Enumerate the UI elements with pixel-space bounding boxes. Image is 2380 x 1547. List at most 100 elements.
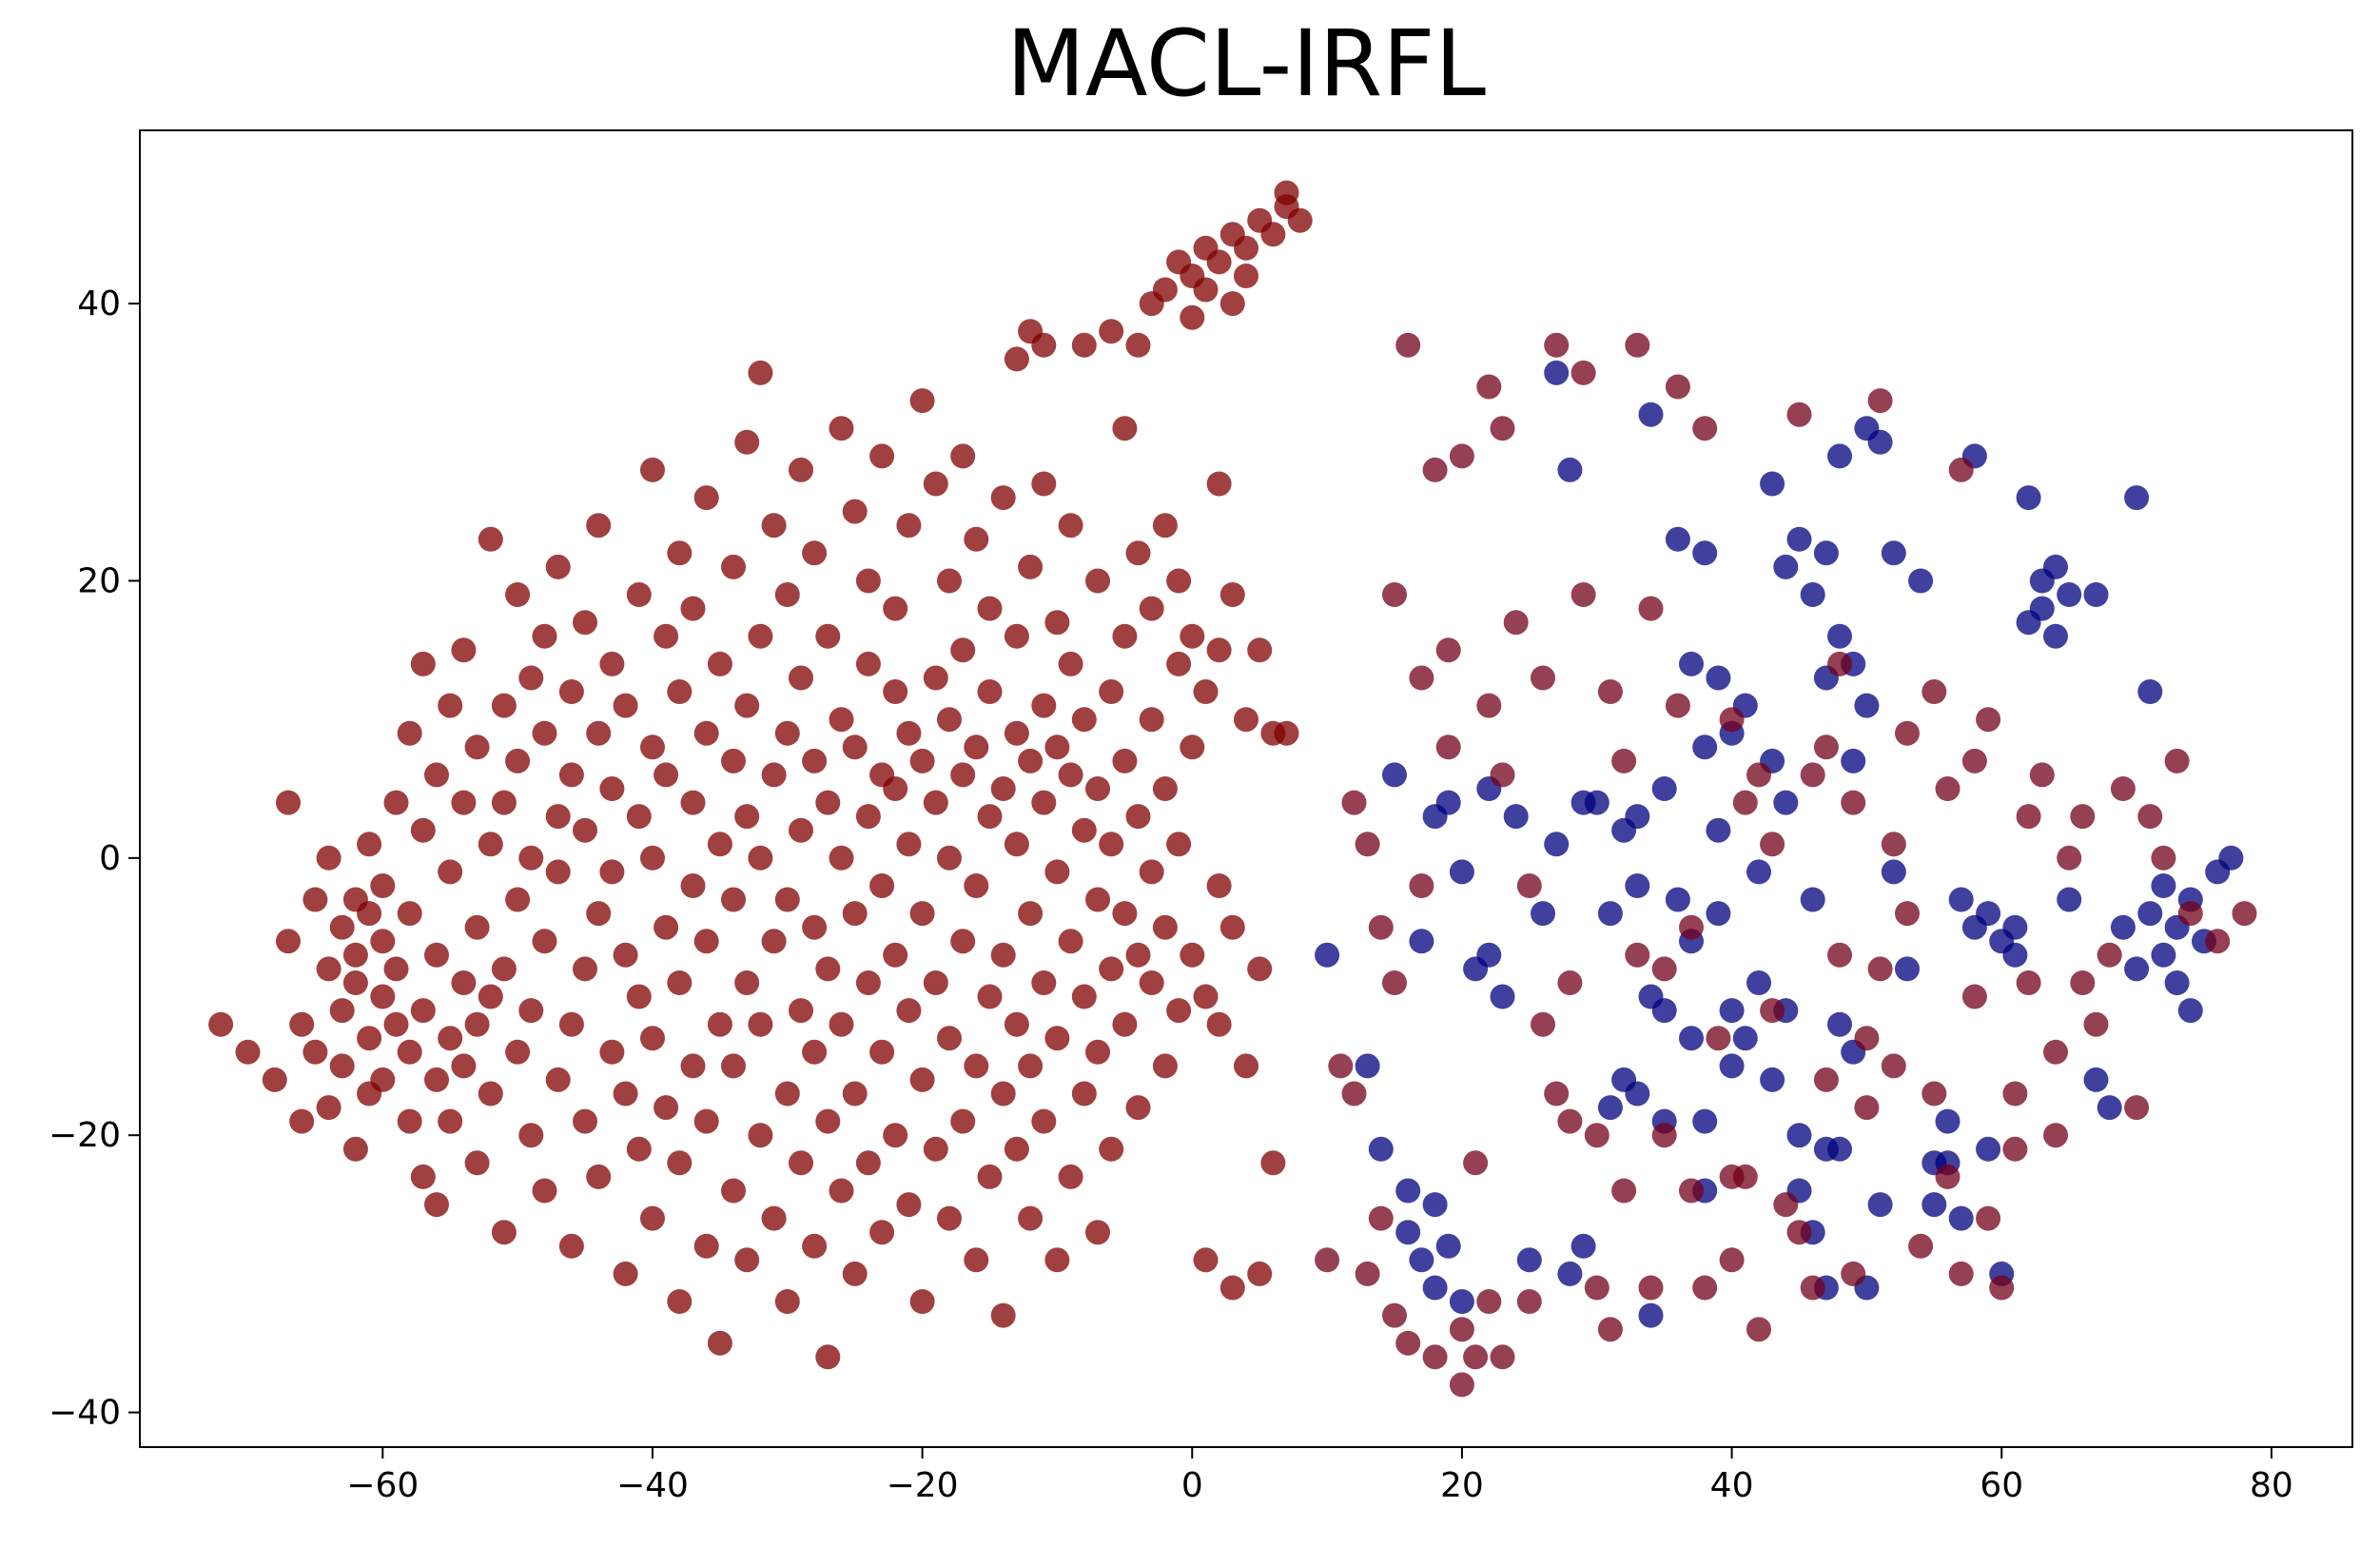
scatter-point: [1746, 859, 1771, 885]
scatter-point: [1112, 623, 1138, 649]
scatter-point: [1760, 832, 1785, 857]
scatter-point: [1841, 790, 1866, 815]
scatter-point: [424, 1067, 449, 1092]
scatter-point: [1004, 832, 1029, 857]
scatter-point: [1435, 1233, 1461, 1259]
scatter-point: [1908, 1233, 1934, 1259]
scatter-point: [1206, 873, 1232, 898]
scatter-point: [2137, 804, 2163, 830]
scatter-point: [761, 513, 787, 539]
scatter-point: [1665, 526, 1690, 552]
scatter-point: [357, 832, 382, 857]
scatter-point: [1382, 970, 1407, 995]
scatter-point: [1935, 1108, 1961, 1134]
scatter-point: [1004, 720, 1029, 746]
scatter-point: [383, 956, 409, 982]
scatter-point: [869, 1039, 895, 1065]
scatter-point: [1422, 1192, 1448, 1218]
scatter-point: [640, 1205, 665, 1231]
scatter-point: [693, 720, 719, 746]
scatter-point: [1368, 1205, 1394, 1231]
scatter-point: [1355, 1261, 1380, 1286]
scatter-point: [573, 1108, 597, 1134]
scatter-point: [1004, 623, 1029, 649]
scatter-point: [1219, 291, 1245, 317]
scatter-point: [1935, 1164, 1961, 1189]
scatter-point: [1611, 748, 1637, 774]
scatter-point: [370, 1067, 396, 1092]
scatter-point: [613, 942, 638, 968]
scatter-point: [2097, 1095, 2122, 1121]
scatter-point: [424, 942, 449, 968]
scatter-point: [1625, 942, 1650, 968]
scatter-point: [1544, 1081, 1570, 1106]
scatter-point: [1449, 859, 1474, 885]
scatter-point: [626, 804, 652, 830]
scatter-point: [1638, 1275, 1664, 1301]
scatter-point: [1679, 1026, 1704, 1051]
scatter-point: [2124, 956, 2150, 982]
scatter-point: [586, 513, 612, 539]
scatter-point: [599, 859, 625, 885]
scatter-point: [2164, 748, 2190, 774]
scatter-point: [1692, 416, 1718, 441]
scatter-point: [1706, 1026, 1731, 1051]
scatter-point: [1152, 776, 1178, 801]
scatter-point: [1895, 720, 1920, 746]
scatter-point: [383, 790, 409, 815]
scatter-point: [640, 734, 665, 760]
scatter-point: [1180, 304, 1205, 330]
scatter-point: [1584, 1275, 1609, 1301]
scatter-point: [1099, 679, 1124, 704]
scatter-point: [1867, 388, 1893, 414]
scatter-point: [613, 1081, 638, 1106]
scatter-point: [909, 1289, 935, 1314]
scatter-point: [1260, 222, 1286, 247]
scatter-point: [923, 471, 948, 497]
scatter-point: [1813, 1067, 1839, 1092]
scatter-point: [923, 1136, 948, 1162]
scatter-point: [599, 1039, 625, 1065]
scatter-point: [370, 873, 396, 898]
scatter-point: [1274, 180, 1299, 206]
scatter-point: [1638, 1302, 1664, 1328]
scatter-point: [1503, 804, 1529, 830]
scatter-point: [1193, 679, 1219, 704]
scatter-point: [451, 637, 477, 663]
scatter-point: [464, 1011, 490, 1037]
scatter-point: [532, 720, 557, 746]
scatter-point: [2043, 1039, 2068, 1065]
y-tick-label: 0: [99, 839, 121, 878]
scatter-point: [964, 873, 989, 898]
scatter-point: [626, 984, 652, 1009]
scatter-point: [1018, 748, 1044, 774]
scatter-point: [1692, 734, 1718, 760]
scatter-point: [1544, 832, 1570, 857]
scatter-point: [1449, 1372, 1474, 1398]
scatter-point: [370, 929, 396, 954]
scatter-point: [1219, 582, 1245, 607]
scatter-point: [1247, 956, 1273, 982]
scatter-point: [1341, 790, 1367, 815]
scatter-point: [1490, 984, 1515, 1009]
scatter-point: [1625, 1081, 1650, 1106]
scatter-point: [1125, 540, 1151, 566]
scatter-point: [1018, 901, 1044, 927]
scatter-point: [357, 901, 382, 927]
scatter-point: [2151, 845, 2176, 871]
scatter-point: [2057, 887, 2082, 912]
x-tick-label: 40: [1710, 1466, 1754, 1505]
scatter-point: [1071, 707, 1097, 733]
scatter-point: [748, 1123, 773, 1148]
scatter-point: [599, 776, 625, 801]
scatter-point: [478, 526, 503, 552]
scatter-point: [1395, 332, 1421, 358]
scatter-point: [950, 443, 976, 469]
scatter-point: [1948, 457, 1974, 482]
scatter-point: [2043, 1123, 2068, 1148]
scatter-point: [478, 832, 503, 857]
scatter-point: [1409, 1247, 1434, 1273]
scatter-point: [774, 887, 800, 912]
scatter-point: [424, 762, 449, 788]
scatter-point: [829, 1011, 854, 1037]
